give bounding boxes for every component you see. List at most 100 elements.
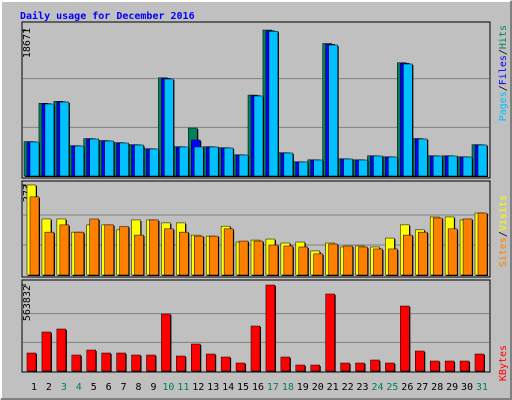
bar: [56, 328, 67, 372]
bar: [295, 364, 306, 372]
bar: [268, 244, 279, 276]
x-tick-label: 25: [386, 382, 398, 393]
bar: [149, 148, 159, 177]
bar: [89, 218, 99, 276]
x-tick-label: 24: [371, 382, 383, 393]
bar: [462, 218, 473, 276]
bar: [41, 331, 52, 372]
bar: [238, 154, 249, 177]
x-tick-label: 3: [61, 382, 67, 393]
bar: [71, 354, 82, 372]
x-tick-label: 16: [252, 382, 264, 393]
x-tick-label: 6: [106, 382, 112, 393]
legend: Pages/Files/Hits: [498, 25, 509, 121]
x-tick-label: 31: [476, 382, 488, 393]
legend: Sites/Visits: [498, 195, 509, 267]
bar: [253, 240, 264, 276]
bar: [223, 147, 234, 177]
bar: [223, 228, 234, 276]
x-tick-label: 23: [357, 382, 369, 393]
bar: [119, 226, 129, 276]
bar: [119, 142, 129, 177]
y-tick-label: 563832: [22, 285, 33, 321]
x-tick-label: 12: [192, 382, 204, 393]
bar: [146, 354, 156, 372]
legend-entry: Visits: [498, 195, 509, 231]
bar: [164, 78, 174, 177]
chart-title: Daily usage for December 2016: [20, 10, 195, 22]
x-tick-label: 7: [121, 382, 127, 393]
bar: [44, 231, 55, 276]
bar: [26, 352, 37, 372]
bar: [325, 293, 335, 372]
bar: [388, 248, 398, 276]
bar: [104, 140, 114, 177]
bar: [283, 245, 294, 276]
bar: [343, 158, 353, 177]
bar: [388, 156, 398, 177]
x-tick-label: 28: [431, 382, 443, 393]
bar: [101, 352, 111, 372]
x-tick-label: 17: [267, 382, 279, 393]
x-tick-label: 19: [297, 382, 309, 393]
bar: [29, 141, 40, 177]
bar: [164, 228, 174, 276]
bar: [205, 353, 216, 372]
x-tick-label: 2: [46, 382, 52, 393]
bar: [418, 231, 428, 276]
bar: [432, 155, 443, 177]
bar: [370, 359, 380, 372]
bar: [477, 212, 488, 276]
bar: [253, 95, 264, 177]
x-tick-label: 4: [76, 382, 82, 393]
bar: [418, 138, 428, 177]
legend: KBytes: [498, 345, 509, 381]
x-tick-label: 10: [162, 382, 174, 393]
legend-separator: /: [498, 49, 509, 55]
legend-entry: Files: [498, 55, 509, 85]
x-tick-label: 9: [150, 382, 156, 393]
bar: [268, 31, 279, 177]
bar: [29, 196, 40, 276]
bar: [298, 246, 309, 276]
bar: [89, 138, 99, 177]
bar: [179, 146, 189, 177]
bar: [313, 253, 323, 276]
bar: [238, 240, 249, 276]
bar: [415, 350, 425, 372]
bar: [459, 360, 470, 372]
bar: [358, 159, 368, 177]
bar: [429, 360, 440, 372]
x-tick-label: 27: [416, 382, 428, 393]
bar: [250, 325, 261, 372]
bar: [403, 63, 413, 177]
legend-separator: /: [498, 85, 509, 91]
x-tick-label: 13: [207, 382, 219, 393]
x-tick-label: 22: [342, 382, 354, 393]
bar: [283, 152, 294, 177]
bar: [474, 353, 485, 372]
x-tick-label: 18: [282, 382, 294, 393]
bar: [161, 313, 171, 372]
bar: [328, 243, 338, 276]
bar: [74, 231, 85, 276]
bar: [403, 234, 413, 276]
x-tick-label: 8: [136, 382, 142, 393]
bar: [462, 156, 473, 177]
bar: [134, 234, 144, 276]
bar: [179, 231, 189, 276]
x-tick-label: 14: [222, 382, 234, 393]
bar: [343, 245, 353, 276]
bar: [176, 355, 186, 372]
bar: [280, 356, 291, 372]
legend-entry: KBytes: [498, 345, 509, 381]
x-tick-label: 11: [177, 382, 189, 393]
bar: [86, 349, 96, 372]
legend-entry: Pages: [498, 91, 509, 121]
bar: [104, 224, 114, 276]
x-tick-label: 1: [31, 382, 37, 393]
bar: [432, 217, 443, 276]
